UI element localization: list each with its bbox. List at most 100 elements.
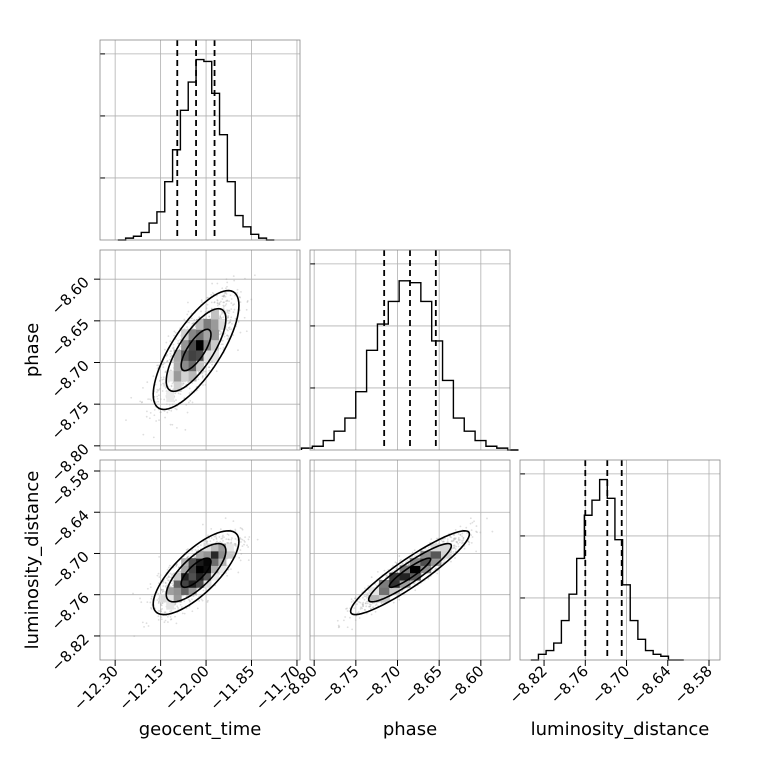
scatter-point <box>462 541 464 544</box>
scatter-point <box>226 564 228 567</box>
scatter-point <box>226 311 228 314</box>
scatter-point <box>450 536 453 539</box>
scatter-point <box>185 403 188 406</box>
scatter-point <box>198 316 201 318</box>
scatter-point <box>181 384 184 387</box>
scatter-point <box>186 321 189 324</box>
scatter-point <box>219 314 222 317</box>
scatter-point <box>149 583 152 585</box>
density-block <box>173 360 182 372</box>
scatter-point <box>193 556 196 559</box>
scatter-point <box>243 543 245 546</box>
scatter-point <box>197 378 200 381</box>
scatter-point <box>162 366 165 369</box>
x-tick-label-phase: −8.75 <box>317 662 362 707</box>
scatter-point <box>360 606 362 609</box>
scatter-point <box>450 560 452 563</box>
scatter-point <box>218 329 221 332</box>
hist-panel-geocent_time <box>99 39 301 241</box>
scatter-point <box>163 611 166 614</box>
scatter-point <box>188 321 191 324</box>
scatter-point <box>351 628 354 631</box>
scatter-point <box>394 561 397 564</box>
scatter-point <box>218 303 221 305</box>
scatter-point <box>174 607 176 610</box>
scatter-point <box>450 540 453 542</box>
scatter-point <box>453 534 455 536</box>
density-block <box>210 350 219 361</box>
scatter-point <box>240 541 242 543</box>
scatter-point <box>205 317 208 320</box>
scatter-point <box>161 363 164 366</box>
scatter-point <box>175 426 178 429</box>
scatter-point <box>201 371 204 374</box>
x-tick-label-phase: −8.60 <box>442 662 487 707</box>
density-block <box>203 558 212 566</box>
scatter-point <box>232 304 234 306</box>
scatter-point <box>164 585 167 588</box>
density-block <box>420 550 432 559</box>
scatter-point <box>207 296 209 299</box>
scatter-point <box>167 576 170 579</box>
scatter-point <box>361 604 364 606</box>
contour-line <box>165 307 227 393</box>
scatter-point <box>237 321 240 323</box>
scatter-point <box>183 600 186 602</box>
density-block <box>210 339 219 351</box>
scatter-point <box>402 563 404 566</box>
scatter-point <box>196 587 199 590</box>
scatter-point <box>192 595 194 597</box>
scatter-point <box>446 540 449 543</box>
scatter-point <box>245 308 248 311</box>
density-block <box>181 565 190 574</box>
scatter-point <box>228 300 230 303</box>
scatter-point <box>177 392 180 395</box>
scatter-point <box>158 387 161 390</box>
scatter-point <box>149 601 152 604</box>
scatter-point <box>352 599 355 602</box>
scatter-point <box>204 362 207 365</box>
contour-line <box>367 542 453 603</box>
scatter-point <box>226 299 229 302</box>
scatter-point <box>238 556 241 559</box>
scatter-point <box>140 601 143 604</box>
scatter-point <box>491 530 494 533</box>
scatter-point <box>366 597 368 599</box>
scatter-point <box>453 537 456 540</box>
scatter-point <box>461 532 464 535</box>
scatter-point <box>147 625 150 627</box>
scatter-point <box>183 612 186 615</box>
scatter-point <box>227 329 229 332</box>
y-tick-label-phase: −8.60 <box>48 273 93 318</box>
scatter-point <box>226 328 228 331</box>
scatter-point <box>223 332 226 335</box>
density-block <box>166 391 175 403</box>
scatter-point <box>467 540 470 543</box>
scatter-point <box>356 603 358 606</box>
scatter-point <box>235 545 237 547</box>
scatter-point <box>221 343 224 346</box>
scatter-point <box>152 436 155 439</box>
scatter-point <box>234 544 236 547</box>
contour-line <box>388 557 432 589</box>
scatter-point <box>370 576 373 579</box>
scatter-point <box>156 364 159 367</box>
scatter-point <box>171 579 174 582</box>
density-block <box>420 558 432 566</box>
scatter-point <box>392 565 394 567</box>
scatter-point <box>350 598 353 601</box>
scatter-point <box>467 540 470 543</box>
scatter-point <box>366 592 369 595</box>
scatter-point <box>156 388 159 391</box>
scatter-point <box>174 331 177 334</box>
scatter-point <box>214 535 217 537</box>
scatter-point <box>201 372 203 375</box>
scatter-point <box>159 411 162 414</box>
scatter-point <box>459 534 462 536</box>
scatter-point <box>407 564 410 566</box>
scatter-point <box>380 602 383 604</box>
scatter-point <box>186 411 189 414</box>
scatter-point <box>362 605 365 607</box>
scatter-point <box>469 522 472 525</box>
scatter-point <box>246 301 249 303</box>
